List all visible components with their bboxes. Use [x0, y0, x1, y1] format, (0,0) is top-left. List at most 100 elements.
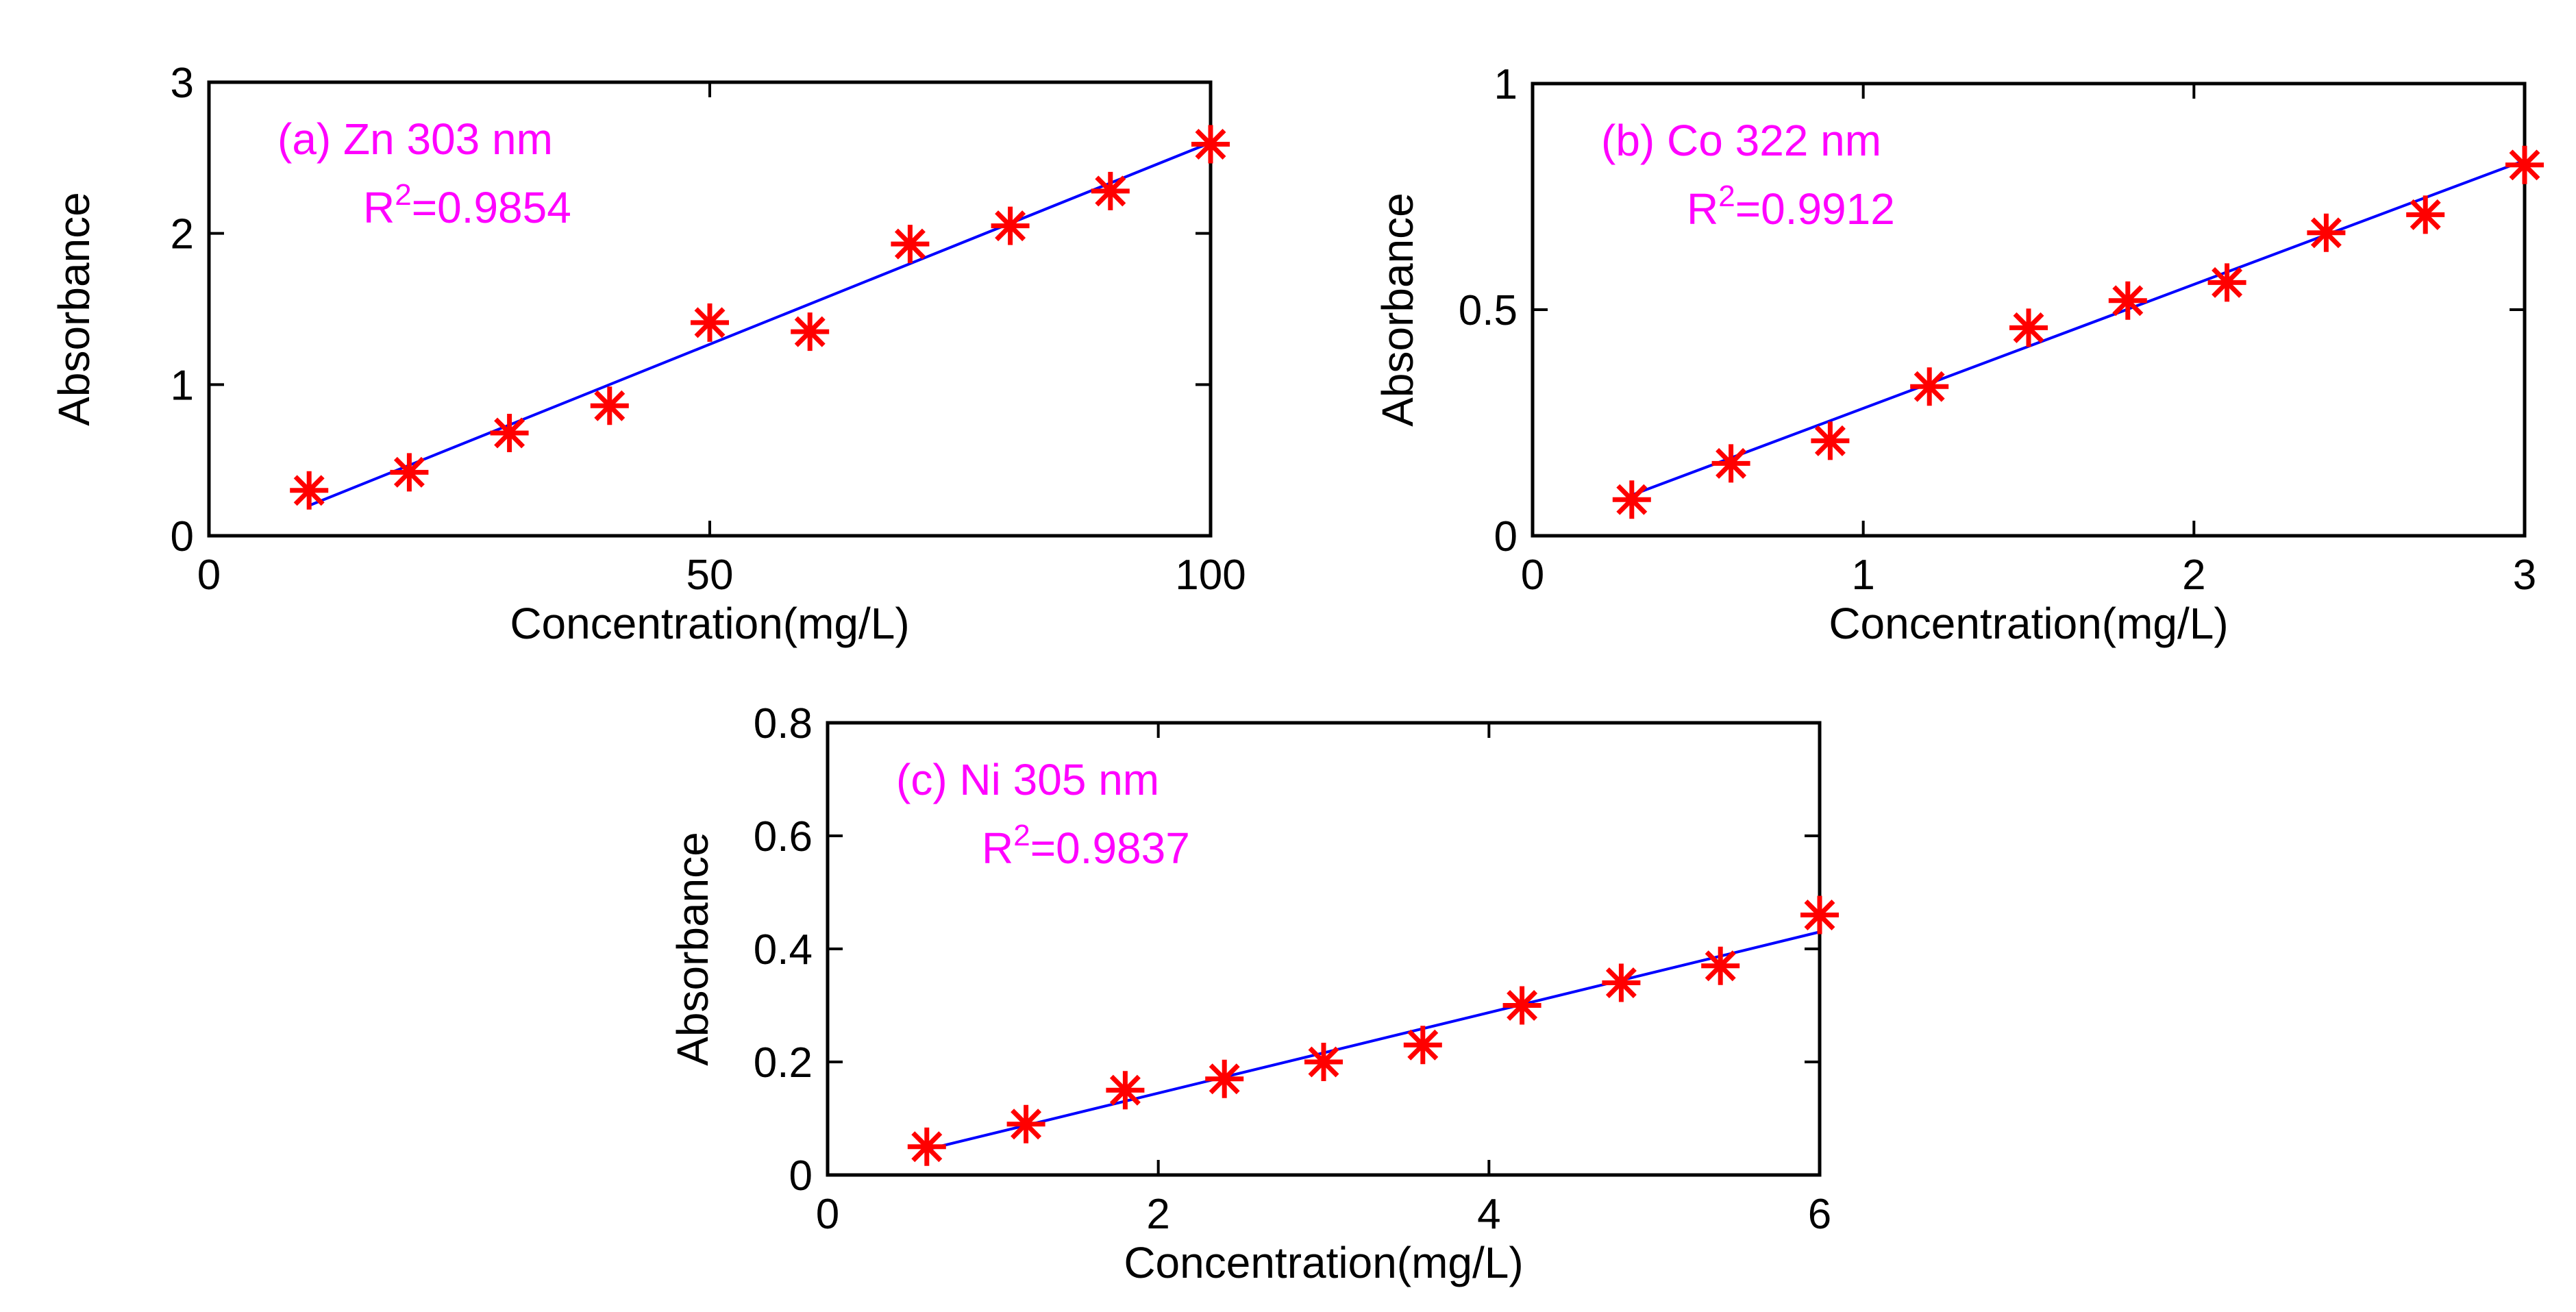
x-tick-label: 1	[1851, 552, 1874, 599]
data-point	[891, 225, 930, 264]
r2-superscript: 2	[1718, 180, 1735, 213]
data-point	[1711, 444, 1750, 483]
x-tick-label: 2	[1146, 1191, 1169, 1238]
data-point-stroke	[393, 456, 425, 488]
chart-panel-c: 0 2 4 6 0 0.2 0.4 0.6 0.8 Concentration(mg/L) Abso…	[668, 700, 1839, 1287]
data-point	[1106, 1071, 1145, 1110]
data-point	[1602, 963, 1641, 1002]
data-point	[1304, 1043, 1343, 1081]
data-point-stroke	[494, 417, 525, 449]
data-point	[691, 303, 729, 342]
data-point-stroke	[911, 1131, 943, 1163]
data-point	[390, 453, 429, 492]
data-point	[1800, 895, 1839, 935]
data-point-stroke	[2310, 217, 2342, 249]
data-point-stroke	[594, 390, 626, 421]
data-point	[490, 413, 529, 452]
data-point-stroke	[2509, 149, 2540, 181]
r2-prefix: R	[363, 183, 395, 232]
annotation-r2: R2=0.9912	[1687, 180, 1895, 234]
data-point-stroke	[1109, 1074, 1141, 1106]
data-point	[1205, 1059, 1244, 1098]
data-point-stroke	[1705, 950, 1736, 982]
data-point-stroke	[1716, 447, 1747, 479]
data-point-stroke	[1195, 128, 1226, 160]
y-axis-label: Absorbance	[49, 192, 99, 426]
x-tick-label: 2	[2182, 552, 2205, 599]
data-point-stroke	[2410, 199, 2441, 230]
r2-prefix: R	[1687, 184, 1718, 234]
data-point-stroke	[1095, 175, 1126, 207]
data-point	[1091, 171, 1130, 210]
y-axis-label: Absorbance	[668, 832, 717, 1066]
annotation-r2: R2=0.9854	[363, 178, 571, 232]
x-tick-label: 0	[197, 552, 221, 599]
y-tick-label: 0.6	[754, 813, 813, 861]
x-tick-label: 0	[816, 1191, 839, 1238]
data-point-stroke	[293, 475, 325, 506]
data-point-stroke	[995, 210, 1026, 242]
data-point	[1191, 125, 1230, 164]
data-point-stroke	[1914, 371, 1945, 402]
data-point	[1910, 367, 1949, 406]
data-point	[2108, 281, 2147, 320]
x-tick-label: 100	[1175, 552, 1246, 599]
x-axis-label: Concentration(mg/L)	[510, 599, 909, 648]
x-tick-label: 4	[1477, 1191, 1500, 1238]
annotation-label: (c) Ni 305 nm	[896, 755, 1159, 804]
data-point-stroke	[1804, 900, 1835, 930]
data-point-stroke	[2112, 285, 2144, 317]
data-point-stroke	[1605, 967, 1637, 998]
data-point	[1006, 1104, 1045, 1143]
data-point	[290, 471, 329, 510]
data-point-stroke	[1209, 1063, 1240, 1095]
data-point	[907, 1127, 946, 1166]
data-point	[991, 206, 1030, 245]
y-tick-label: 0	[171, 513, 194, 560]
data-point-stroke	[1507, 990, 1538, 1021]
r2-value: =0.9854	[412, 183, 571, 232]
y-tick-label: 0.4	[754, 926, 813, 974]
data-point	[1701, 946, 1740, 985]
data-point	[1502, 986, 1541, 1025]
y-tick-label: 0.5	[1459, 287, 1518, 334]
y-tick-label: 1	[1494, 61, 1518, 108]
fit-line	[308, 141, 1211, 507]
data-point-stroke	[1814, 425, 1846, 456]
data-point	[590, 386, 629, 425]
data-point	[2307, 213, 2346, 252]
r2-prefix: R	[982, 824, 1013, 873]
data-point-stroke	[1616, 484, 1648, 515]
x-tick-label: 0	[1521, 552, 1544, 599]
y-tick-label: 2	[171, 211, 194, 258]
data-point	[1811, 421, 1850, 460]
x-tick-label: 6	[1808, 1191, 1831, 1238]
r2-value: =0.9912	[1735, 184, 1895, 234]
chart-panel-b: 0 1 2 300.51Concentration(mg/L)Absorbance(b…	[1373, 61, 2544, 648]
y-tick-label: 1	[171, 362, 194, 409]
y-tick-label: 0	[1494, 513, 1518, 560]
data-point	[2207, 263, 2246, 302]
fit-line	[1631, 159, 2525, 497]
data-point-stroke	[1011, 1109, 1042, 1140]
data-point	[2505, 145, 2544, 184]
annotation-label: (b) Co 322 nm	[1601, 116, 1881, 165]
x-axis-label: Concentration(mg/L)	[1829, 599, 2228, 648]
data-point-stroke	[894, 228, 926, 260]
data-point-stroke	[694, 307, 726, 338]
y-tick-label: 3	[171, 60, 194, 107]
x-tick-label: 50	[686, 552, 734, 599]
x-tick-label: 3	[2513, 552, 2536, 599]
x-axis-label: Concentration(mg/L)	[1124, 1238, 1523, 1287]
r2-superscript: 2	[395, 178, 411, 212]
y-tick-label: 0.2	[754, 1039, 813, 1087]
y-tick-label: 0	[789, 1152, 813, 1200]
data-point-stroke	[1308, 1046, 1339, 1078]
fit-line	[926, 930, 1820, 1151]
annotation-label: (a) Zn 303 nm	[277, 114, 553, 164]
y-tick-label: 0.8	[754, 700, 813, 747]
data-point-stroke	[1407, 1029, 1439, 1061]
annotation-r2: R2=0.9837	[982, 819, 1190, 873]
